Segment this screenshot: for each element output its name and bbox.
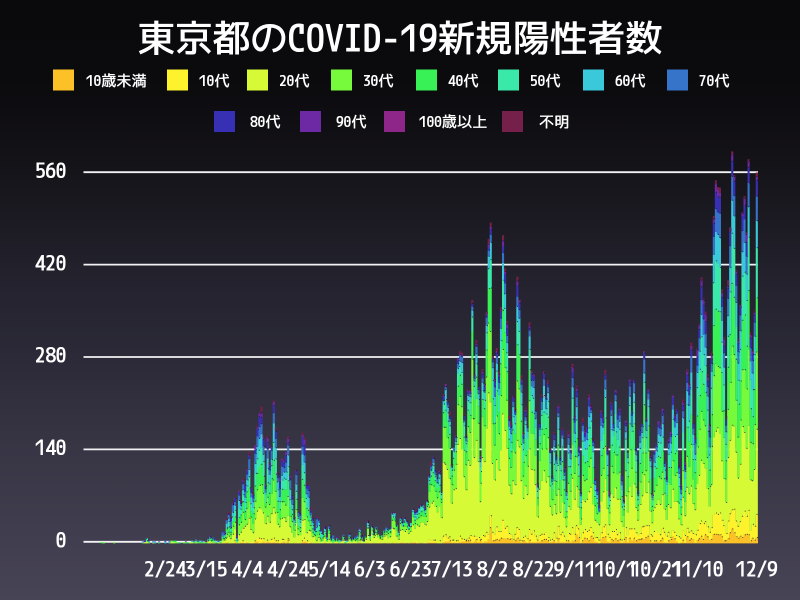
svg-text:不明: 不明 — [539, 112, 569, 131]
svg-text:12/9: 12/9 — [736, 556, 778, 582]
svg-text:40代: 40代 — [448, 71, 478, 90]
svg-text:10/1: 10/1 — [595, 556, 637, 582]
svg-text:4/4: 4/4 — [231, 556, 263, 582]
svg-text:50代: 50代 — [530, 71, 560, 90]
svg-text:10代: 10代 — [199, 71, 229, 90]
svg-text:140: 140 — [35, 434, 67, 460]
svg-text:70代: 70代 — [699, 71, 729, 90]
svg-text:東京都のCOVID-19新規陽性者数: 東京都のCOVID-19新規陽性者数 — [138, 14, 663, 61]
svg-text:280: 280 — [35, 342, 67, 368]
svg-text:100歳以上: 100歳以上 — [419, 112, 487, 131]
svg-text:4/24: 4/24 — [267, 556, 309, 582]
svg-text:80代: 80代 — [250, 112, 280, 131]
svg-text:8/2: 8/2 — [477, 556, 509, 582]
svg-text:420: 420 — [35, 249, 67, 275]
svg-text:7/13: 7/13 — [431, 556, 473, 582]
svg-text:5/14: 5/14 — [308, 556, 350, 582]
svg-text:20代: 20代 — [279, 71, 309, 90]
svg-text:560: 560 — [35, 157, 67, 183]
svg-text:10歳未満: 10歳未満 — [86, 71, 147, 90]
svg-text:6/3: 6/3 — [354, 556, 386, 582]
svg-text:0: 0 — [56, 527, 67, 553]
svg-text:9/11: 9/11 — [554, 556, 596, 582]
svg-text:30代: 30代 — [363, 71, 393, 90]
svg-text:10/21: 10/21 — [630, 556, 683, 582]
svg-text:3/15: 3/15 — [185, 556, 227, 582]
svg-text:60代: 60代 — [615, 71, 645, 90]
svg-text:11/10: 11/10 — [671, 556, 724, 582]
svg-text:8/22: 8/22 — [513, 556, 555, 582]
svg-text:6/23: 6/23 — [390, 556, 432, 582]
svg-text:2/24: 2/24 — [144, 556, 186, 582]
svg-text:90代: 90代 — [336, 112, 366, 131]
